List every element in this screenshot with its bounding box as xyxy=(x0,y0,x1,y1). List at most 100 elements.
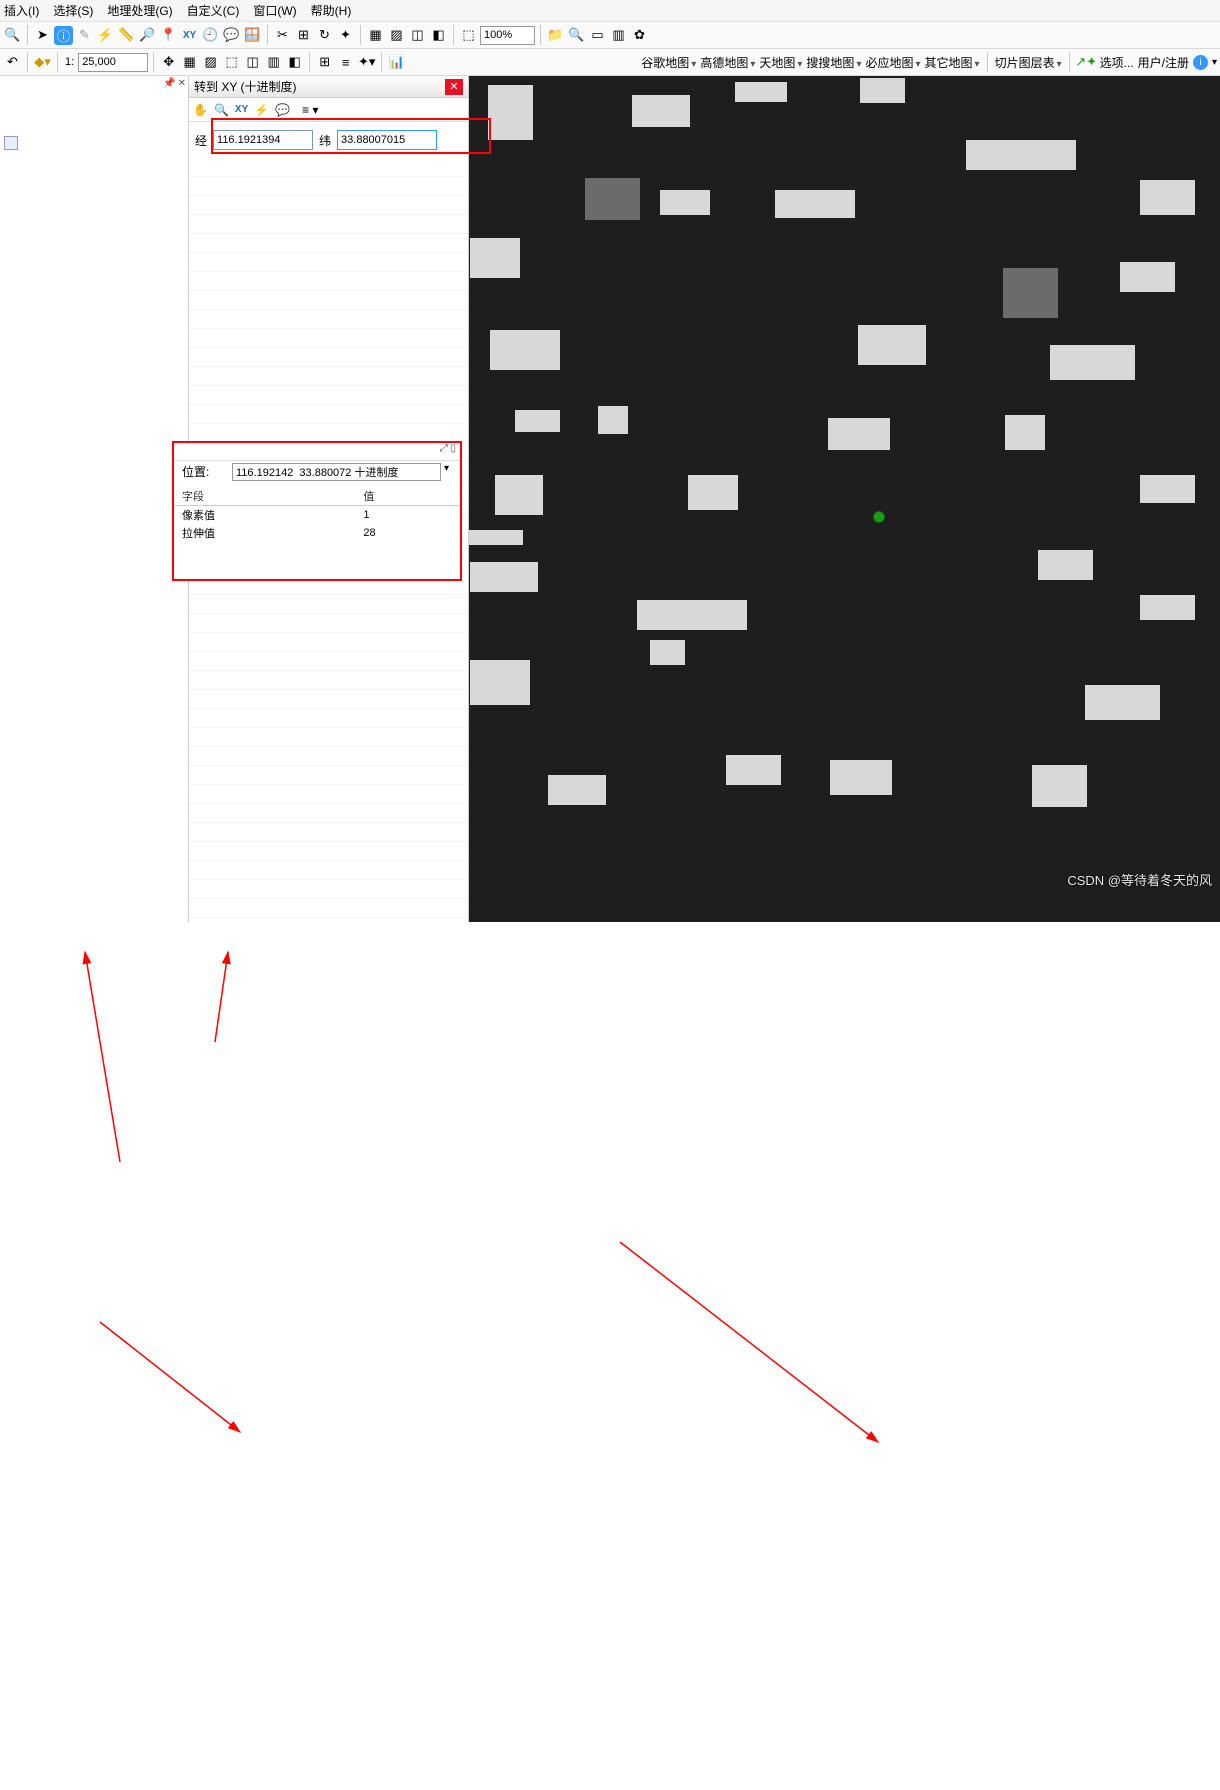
tool-icon[interactable]: ▦ xyxy=(180,53,199,72)
info-icon[interactable]: i xyxy=(1193,55,1208,70)
table-row: 拉伸值28 xyxy=(174,524,460,542)
login-link[interactable]: 用户/注册 xyxy=(1138,54,1189,71)
hyperlink-icon[interactable]: ⚡ xyxy=(96,26,115,45)
python-icon[interactable]: ▭ xyxy=(588,26,607,45)
cursor-icon[interactable]: ➤ xyxy=(33,26,52,45)
undo-icon[interactable]: ↶ xyxy=(3,53,22,72)
map-tile xyxy=(775,190,855,218)
basemap-tianditu[interactable]: 天地图 xyxy=(759,54,802,71)
basemap-gaode[interactable]: 高德地图 xyxy=(700,54,755,71)
tool-icon[interactable]: ▥ xyxy=(264,53,283,72)
basemap-section: 谷歌地图 高德地图 天地图 搜搜地图 必应地图 其它地图 切片图层表 ↗✦ 选项… xyxy=(641,52,1217,72)
add-data-icon[interactable]: ◆▾ xyxy=(33,53,52,72)
position-value[interactable] xyxy=(232,463,441,481)
menu-help[interactable]: 帮助(H) xyxy=(311,2,352,19)
cell-field: 拉伸值 xyxy=(174,524,355,542)
search-icon[interactable]: 🔍 xyxy=(567,26,586,45)
misc-icon[interactable]: ▨ xyxy=(387,26,406,45)
separator xyxy=(153,52,154,72)
separator xyxy=(540,25,541,45)
map-tile xyxy=(1032,765,1087,807)
snap-icon[interactable]: ⊞ xyxy=(294,26,313,45)
edit-icon[interactable]: ✎ xyxy=(75,26,94,45)
flash-icon[interactable]: ⚡ xyxy=(254,103,269,117)
tool-icon[interactable]: ⬚ xyxy=(222,53,241,72)
labels-icon[interactable]: ✿ xyxy=(630,26,649,45)
basemap-sousou[interactable]: 搜搜地图 xyxy=(806,54,861,71)
map-tile xyxy=(495,475,543,515)
viewer-icon[interactable]: 🪟 xyxy=(243,26,262,45)
toolbar-2: ↶ ◆▾ 1: ✥ ▦ ▨ ⬚ ◫ ▥ ◧ ⊞ ≡ ✦▾ 📊 谷歌地图 高德地图… xyxy=(0,49,1220,76)
map-tile xyxy=(966,140,1076,170)
annotation-arrows xyxy=(0,922,1220,1790)
sync-icon[interactable]: ↗✦ xyxy=(1077,53,1096,72)
measure-icon[interactable]: 📏 xyxy=(117,26,136,45)
pan-icon[interactable]: ✋ xyxy=(193,103,208,117)
collapse-icon[interactable]: ▯ xyxy=(450,443,456,460)
separator xyxy=(27,52,28,72)
layer-icon[interactable] xyxy=(4,136,18,150)
units-icon[interactable]: ▾ xyxy=(441,463,452,481)
html-popup-icon[interactable]: 💬 xyxy=(222,26,241,45)
time-slider-icon[interactable]: 🕘 xyxy=(201,26,220,45)
tool-icon[interactable]: 📊 xyxy=(387,53,406,72)
cell-value: 1 xyxy=(355,506,460,525)
menu-geoprocessing[interactable]: 地理处理(G) xyxy=(107,2,172,19)
zoom-in-icon[interactable]: 🔍 xyxy=(3,26,22,45)
misc-icon[interactable]: ⬚ xyxy=(459,26,478,45)
pin-icon[interactable]: 📌 xyxy=(163,78,175,89)
modify-icon[interactable]: ✦ xyxy=(336,26,355,45)
xy-mini-icon[interactable]: XY xyxy=(235,104,248,115)
menu-window[interactable]: 窗口(W) xyxy=(253,2,296,19)
map-canvas[interactable] xyxy=(469,76,1220,922)
zoom-combo[interactable] xyxy=(480,26,535,45)
separator xyxy=(987,52,988,72)
menubar[interactable]: 插入(I) 选择(S) 地理处理(G) 自定义(C) 窗口(W) 帮助(H) xyxy=(0,0,1220,22)
close-button[interactable]: ✕ xyxy=(445,79,463,95)
tool-icon[interactable]: ✥ xyxy=(159,53,178,72)
callout-icon[interactable]: 💬 xyxy=(275,103,290,117)
menu-customize[interactable]: 自定义(C) xyxy=(187,2,240,19)
lng-input[interactable] xyxy=(213,130,313,150)
separator xyxy=(381,52,382,72)
tile-layers[interactable]: 切片图层表 xyxy=(995,54,1062,71)
toc-panel[interactable]: 📌 ✕ xyxy=(0,76,189,922)
rotate-icon[interactable]: ↻ xyxy=(315,26,334,45)
map-tile xyxy=(688,475,738,510)
misc-icon[interactable]: ◫ xyxy=(408,26,427,45)
map-tile xyxy=(1005,415,1045,450)
menu-insert[interactable]: 插入(I) xyxy=(4,2,39,19)
zoom-icon[interactable]: 🔍 xyxy=(214,103,229,117)
units-dropdown[interactable]: ≡ ▾ xyxy=(302,103,318,117)
dropdown-icon[interactable]: ▾ xyxy=(1212,57,1217,68)
tool-icon[interactable]: ≡ xyxy=(336,53,355,72)
editor-icon[interactable]: ✂ xyxy=(273,26,292,45)
expand-icon[interactable]: ⤢ xyxy=(440,443,448,460)
xy-icon[interactable]: XY xyxy=(180,26,199,45)
tool-icon[interactable]: ⊞ xyxy=(315,53,334,72)
identify-marker xyxy=(873,511,885,523)
misc-icon[interactable]: ◧ xyxy=(429,26,448,45)
tool-icon[interactable]: ◧ xyxy=(285,53,304,72)
lat-input[interactable] xyxy=(337,130,437,150)
xy-title-text: 转到 XY (十进制度) xyxy=(194,78,296,95)
lat-label: 纬 xyxy=(319,132,331,149)
misc-icon[interactable]: ▦ xyxy=(366,26,385,45)
basemap-google[interactable]: 谷歌地图 xyxy=(641,54,696,71)
map-tile xyxy=(515,410,560,432)
scale-input[interactable] xyxy=(78,53,148,72)
tool-icon[interactable]: ✦▾ xyxy=(357,53,376,72)
catalog-icon[interactable]: 📁 xyxy=(546,26,565,45)
xy-inputs: 经 纬 xyxy=(189,122,468,158)
table-icon[interactable]: ▥ xyxy=(609,26,628,45)
identify-icon[interactable]: ⓘ xyxy=(54,26,73,45)
basemap-other[interactable]: 其它地图 xyxy=(925,54,980,71)
options-link[interactable]: 选项... xyxy=(1100,54,1134,71)
tool-icon[interactable]: ◫ xyxy=(243,53,262,72)
find-route-icon[interactable]: 📍 xyxy=(159,26,178,45)
find-icon[interactable]: 🔎 xyxy=(138,26,157,45)
basemap-bing[interactable]: 必应地图 xyxy=(865,54,920,71)
menu-select[interactable]: 选择(S) xyxy=(53,2,93,19)
tool-icon[interactable]: ▨ xyxy=(201,53,220,72)
close-icon[interactable]: ✕ xyxy=(178,78,186,89)
